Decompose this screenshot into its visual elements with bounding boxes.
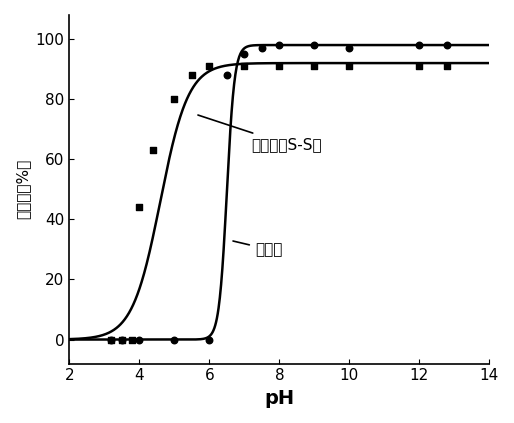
Point (310, 42, 319, 49)
Point (128, 336, 136, 343)
Point (223, 72, 231, 79)
Point (170, 96, 178, 102)
Point (310, 63, 319, 69)
Point (443, 63, 451, 69)
Point (275, 63, 283, 69)
Point (118, 336, 126, 343)
Text: 氧化后（S-S）: 氧化后（S-S） (198, 115, 322, 152)
Point (135, 204, 143, 211)
Point (240, 51, 248, 58)
Point (135, 336, 143, 343)
Text: 未氧化: 未氧化 (233, 241, 282, 257)
Point (240, 63, 248, 69)
Point (107, 336, 116, 343)
Point (443, 42, 451, 49)
Point (188, 72, 196, 79)
Y-axis label: 透光率（%）: 透光率（%） (15, 159, 30, 220)
Point (258, 45, 266, 52)
X-axis label: pH: pH (264, 389, 295, 408)
Point (345, 45, 354, 52)
Point (107, 336, 116, 343)
Point (205, 63, 213, 69)
Point (205, 336, 213, 343)
Point (170, 336, 178, 343)
Point (415, 63, 424, 69)
Point (415, 42, 424, 49)
Point (345, 63, 354, 69)
Point (149, 147, 157, 154)
Point (118, 336, 126, 343)
Point (275, 42, 283, 49)
